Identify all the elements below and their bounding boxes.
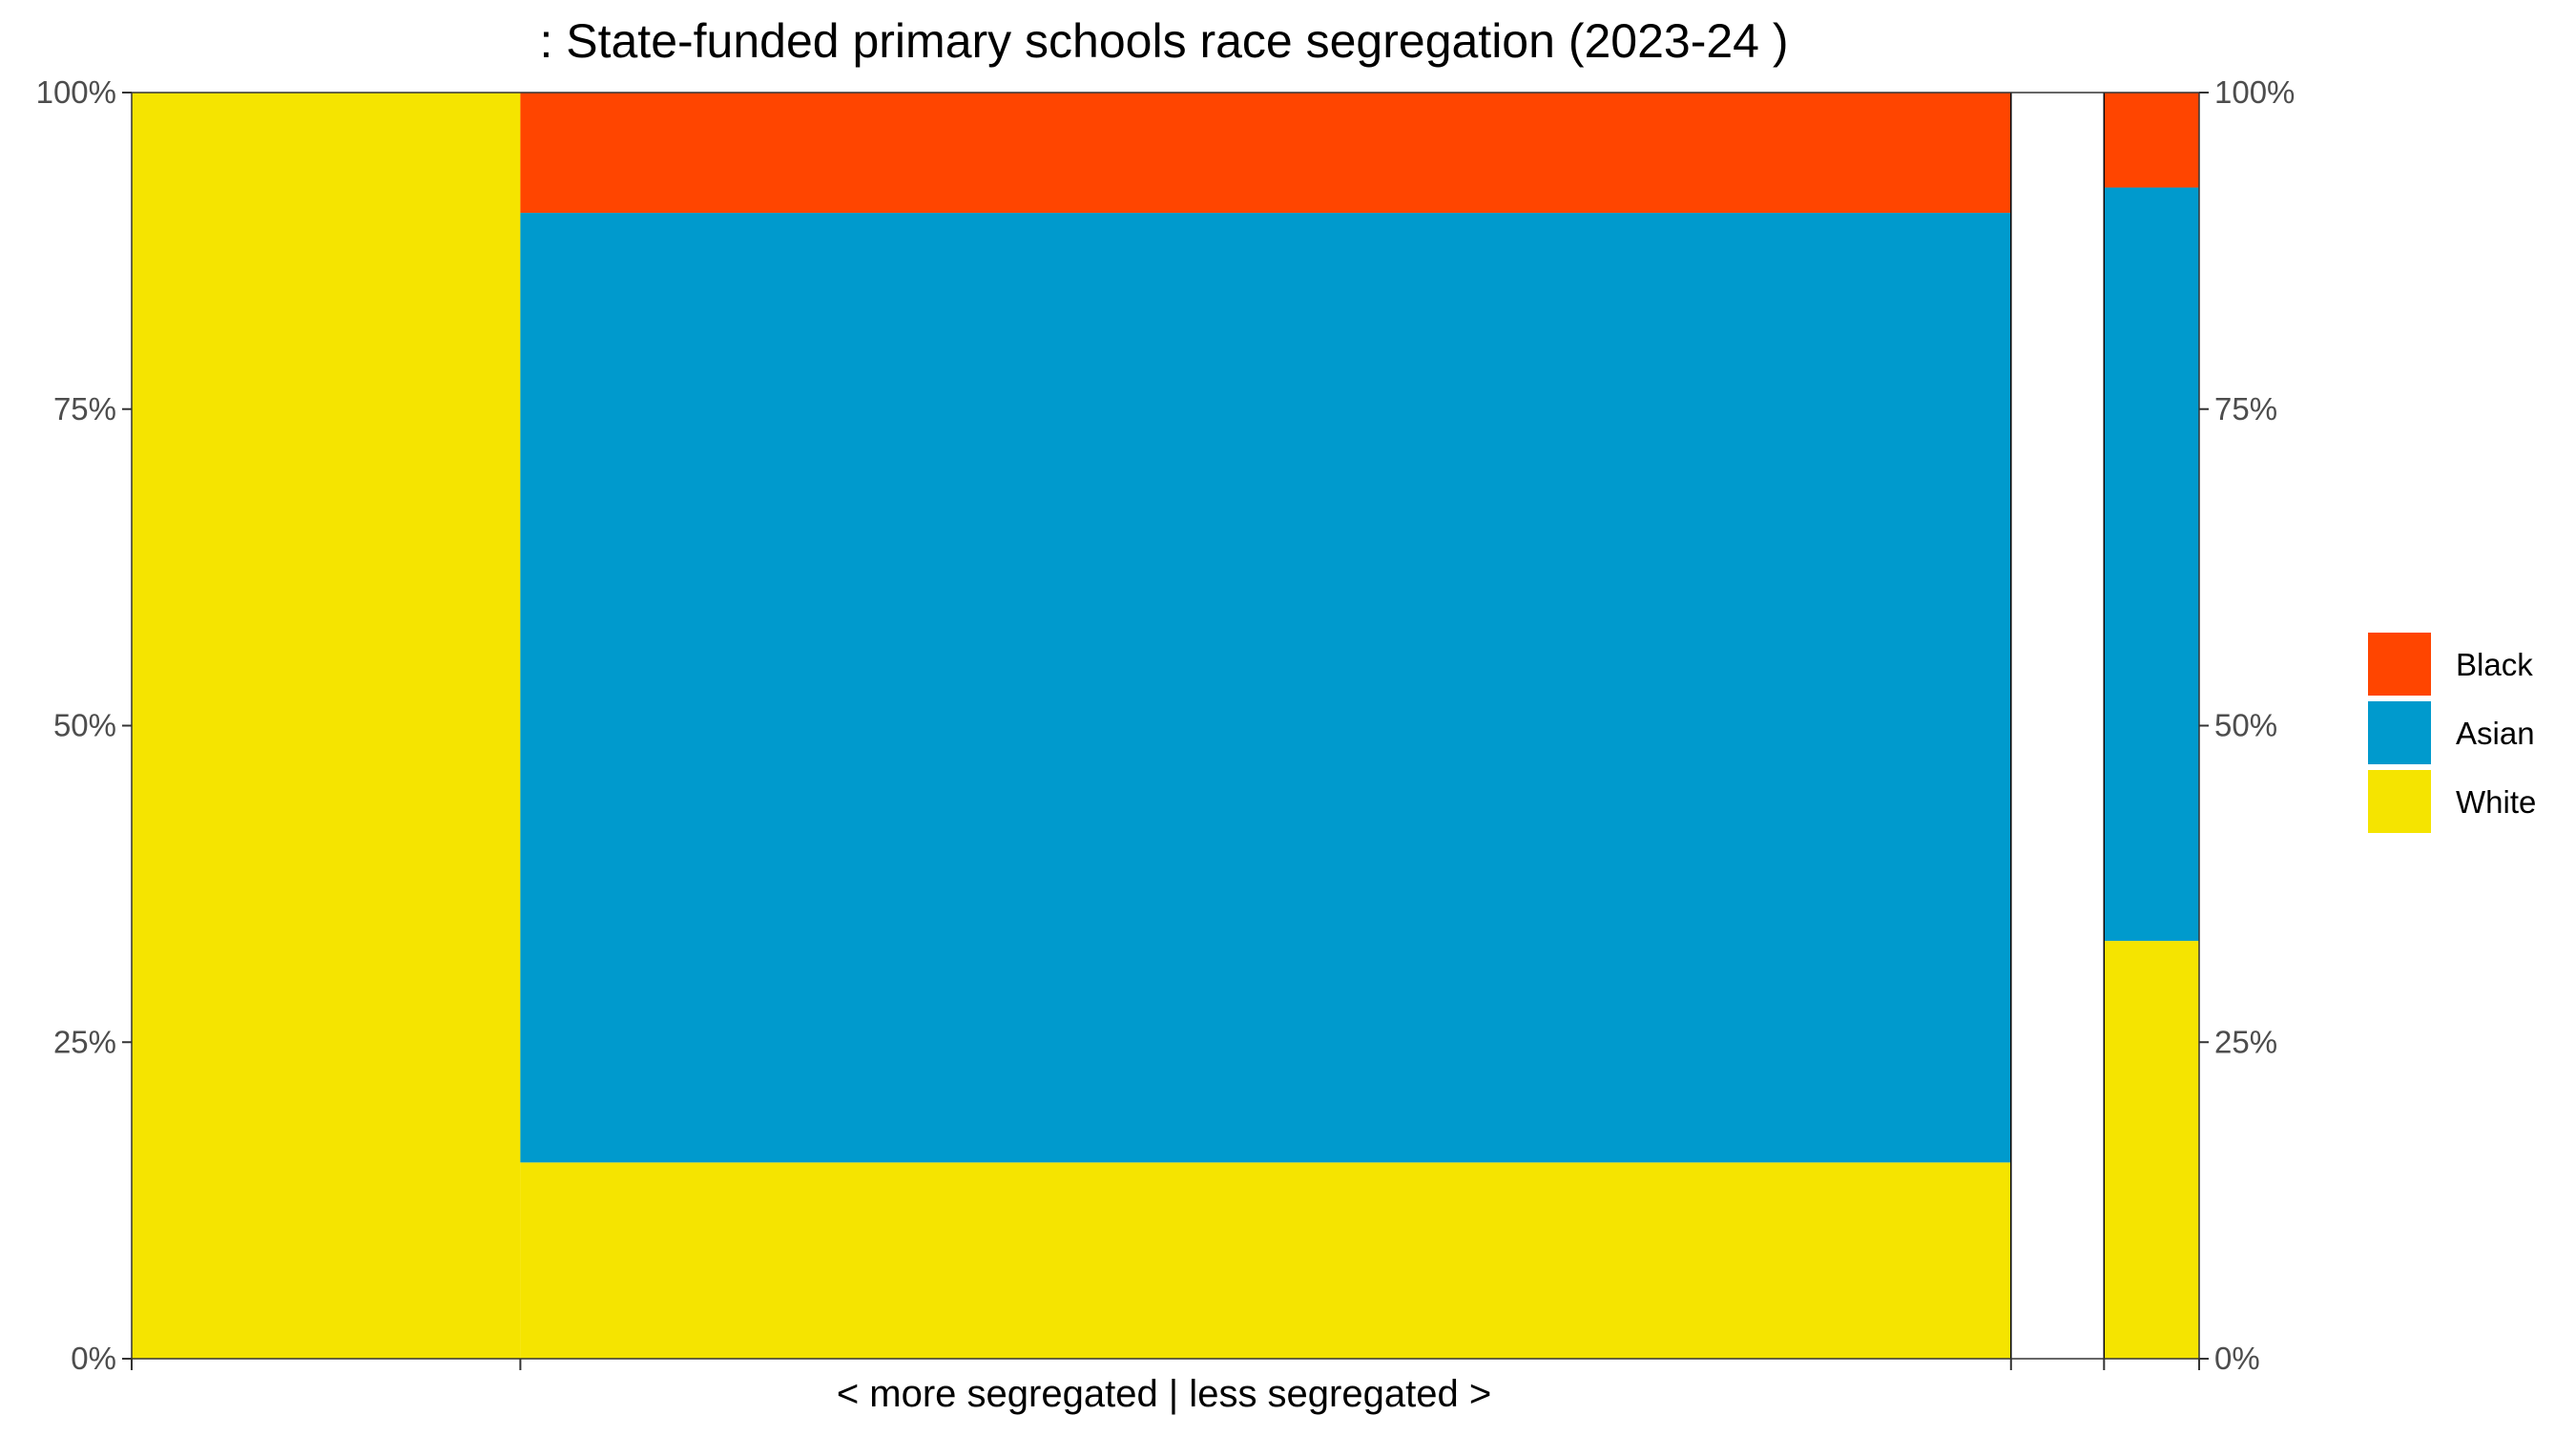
segment-black-col-4: [2104, 93, 2199, 188]
segment-asian-col-2: [520, 213, 2011, 1163]
legend-key-black: [2368, 633, 2431, 696]
y-tick-label-right: 50%: [2214, 708, 2277, 743]
segment-asian-col-4: [2104, 187, 2199, 942]
y-tick-label-right: 0%: [2214, 1341, 2260, 1376]
legend: Black Asian White: [2368, 633, 2536, 833]
y-tick-label-right: 25%: [2214, 1024, 2277, 1059]
legend-key-white: [2368, 770, 2431, 833]
segment-black-col-2: [520, 93, 2011, 214]
legend-label-white: White: [2456, 784, 2536, 820]
y-tick-label-left: 100%: [36, 74, 116, 110]
y-tick-label-left: 0%: [71, 1341, 116, 1376]
chart-title: : State-funded primary schools race segr…: [539, 14, 1788, 68]
y-tick-label-left: 75%: [53, 391, 116, 427]
y-tick-label-right: 100%: [2214, 74, 2295, 110]
legend-label-asian: Asian: [2456, 716, 2535, 751]
y-tick-label-left: 50%: [53, 708, 116, 743]
legend-label-black: Black: [2456, 647, 2533, 682]
segment-white-col-1: [132, 93, 521, 1359]
axes: 0% 0% 25% 25% 50% 50% 75% 75% 100% 100%: [36, 74, 2296, 1376]
plot-area: [132, 93, 2199, 1359]
y-tick-label-right: 75%: [2214, 391, 2277, 427]
y-tick-label-left: 25%: [53, 1024, 116, 1059]
legend-key-asian: [2368, 701, 2431, 764]
segment-white-col-2: [520, 1162, 2011, 1359]
segment-white-col-4: [2104, 941, 2199, 1359]
x-axis-label: < more segregated | less segregated >: [837, 1373, 1491, 1415]
